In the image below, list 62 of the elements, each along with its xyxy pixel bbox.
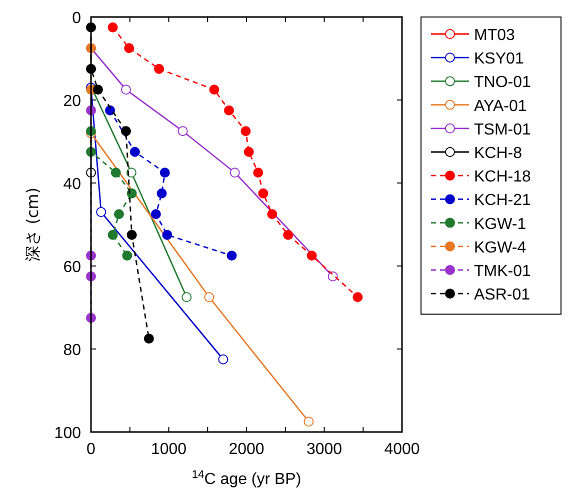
x-tick-label: 4000 xyxy=(384,441,420,458)
legend-label: KCH-8 xyxy=(474,145,522,162)
x-tick-label: 2000 xyxy=(228,441,264,458)
point xyxy=(93,84,103,95)
point xyxy=(108,230,118,240)
y-tick-label: 100 xyxy=(54,425,82,442)
y-tick-label: 20 xyxy=(63,93,82,110)
point xyxy=(105,105,116,116)
point xyxy=(218,354,228,364)
legend-label: KGW-1 xyxy=(474,216,526,233)
legend-label: TSM-01 xyxy=(474,121,531,138)
point xyxy=(226,250,237,261)
legend-label: ASR-01 xyxy=(474,286,530,304)
legend-label: TNO-01 xyxy=(474,74,531,92)
point xyxy=(352,292,363,302)
legend-label: MT03 xyxy=(474,27,515,44)
point xyxy=(156,188,167,198)
point xyxy=(126,230,137,240)
point xyxy=(160,168,170,178)
point xyxy=(283,230,294,240)
legend-label: AYA-01 xyxy=(474,98,527,115)
point xyxy=(178,126,188,136)
y-tick-label: 80 xyxy=(63,342,82,359)
y-tick-label: 60 xyxy=(63,259,82,276)
point xyxy=(124,43,134,54)
x-axis-title: $^{14}$C age (yr BP) xyxy=(192,469,302,488)
point xyxy=(253,168,264,178)
point xyxy=(267,209,278,220)
point xyxy=(108,22,118,32)
point xyxy=(144,334,154,344)
legend-label: KGW-4 xyxy=(474,239,526,256)
point xyxy=(240,126,251,136)
point xyxy=(162,230,172,240)
point xyxy=(204,292,214,302)
x-tick-label: 0 xyxy=(86,441,96,458)
point xyxy=(150,209,161,220)
legend-label: TMK-01 xyxy=(474,263,531,280)
point xyxy=(120,84,131,95)
point xyxy=(224,105,234,116)
point xyxy=(126,188,137,198)
y-axis-title: 深さ (cm) xyxy=(23,188,42,262)
y-tick-label: 0 xyxy=(72,10,82,27)
point xyxy=(209,84,220,95)
point xyxy=(304,416,314,427)
point xyxy=(122,250,132,261)
x-tick-label: 1000 xyxy=(150,441,187,458)
legend-label: KSY01 xyxy=(474,50,524,68)
point xyxy=(230,168,240,178)
point xyxy=(110,168,121,178)
point xyxy=(154,64,164,74)
point xyxy=(96,207,106,218)
point xyxy=(306,250,317,261)
point xyxy=(120,126,131,136)
legend-label: KCH-21 xyxy=(474,192,532,210)
y-tick-label: 40 xyxy=(63,176,82,193)
point xyxy=(182,292,192,302)
point xyxy=(130,146,140,157)
point xyxy=(114,209,124,220)
point xyxy=(258,188,268,198)
point xyxy=(244,146,254,157)
x-tick-label: 3000 xyxy=(306,441,342,458)
legend-label: KCH-18 xyxy=(474,168,532,186)
